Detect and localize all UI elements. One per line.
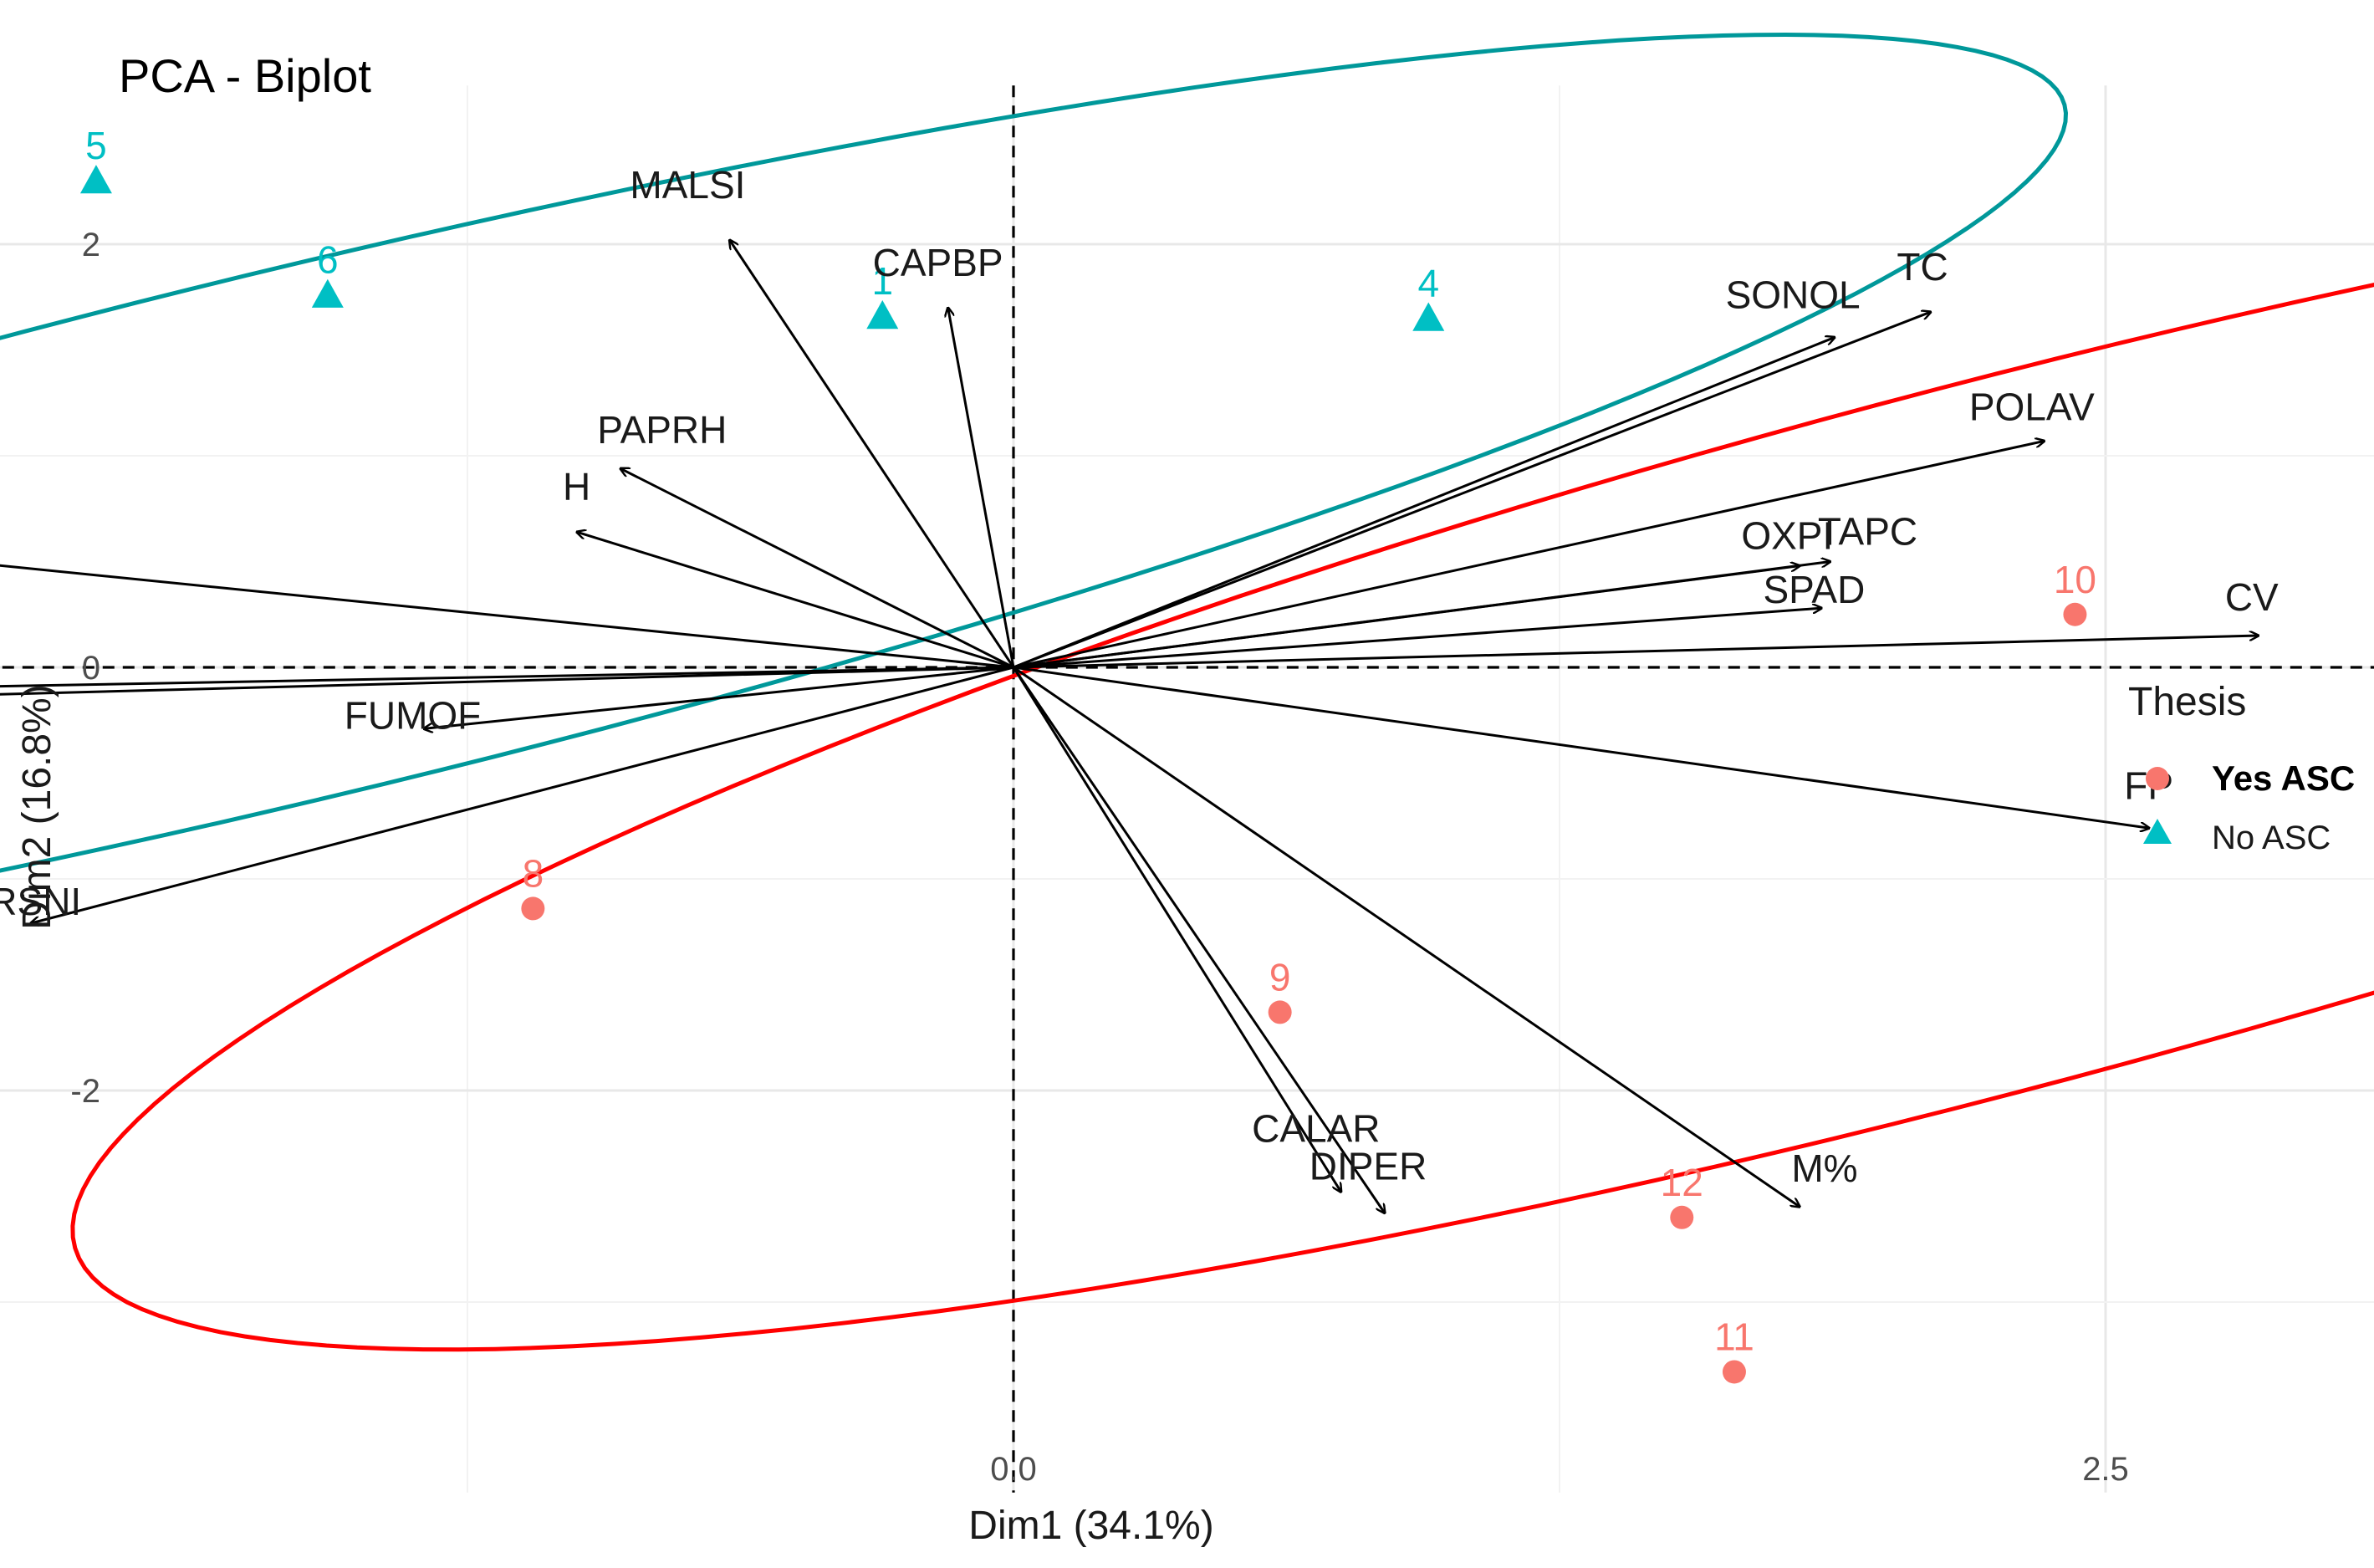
point-label-11: 11 xyxy=(1714,1315,1754,1358)
arrow-brsni xyxy=(31,666,1014,923)
legend-key-no-asc xyxy=(2143,819,2172,844)
y-tick-label: 0 xyxy=(82,650,100,687)
arrow-fumof xyxy=(424,666,1014,728)
var-label-polav: POLAV xyxy=(1969,385,2095,428)
arrow-tc xyxy=(1013,312,1931,669)
y-tick-label: -2 xyxy=(70,1073,100,1110)
reference-lines xyxy=(0,85,2374,1493)
x-axis-title: Dim1 (34.1%) xyxy=(968,1504,1213,1548)
ellipse-no-asc xyxy=(0,32,2069,873)
point-label-12: 12 xyxy=(1661,1161,1703,1204)
point-5 xyxy=(79,165,112,194)
legend-key-yes-asc xyxy=(2146,767,2169,790)
var-label-mpct: M% xyxy=(1791,1147,1857,1190)
ellipse-yes-asc xyxy=(70,283,2374,1352)
arrow-polav xyxy=(1013,441,2045,669)
var-label-brsni: BRSNI xyxy=(0,880,81,923)
axis-ticks: -5.0-2.50.02.55.0-202 xyxy=(70,227,2129,1488)
point-label-6: 6 xyxy=(317,238,339,282)
var-label-sonol: SONOL xyxy=(1726,273,1861,316)
arrow-capbp xyxy=(948,308,1015,668)
y-tick-label: 2 xyxy=(82,227,100,263)
var-label-capbp: CAPBP xyxy=(873,241,1003,284)
var-label-diper: DIPER xyxy=(1310,1145,1427,1188)
var-label-malsi: MALSI xyxy=(630,163,745,207)
chart-title: PCA - Biplot xyxy=(119,49,371,102)
var-label-oxpi: OXPI xyxy=(1741,514,1833,558)
x-tick-label: 2.5 xyxy=(2082,1451,2129,1488)
arrow-diper xyxy=(1012,667,1385,1213)
point-label-8: 8 xyxy=(523,851,544,895)
point-10 xyxy=(2063,602,2087,626)
y-axis-title: Dim2 (16.8%) xyxy=(15,684,59,929)
variable-labels: MALSICAPBPTCSONOLPOLAVPAPRHHURTUROXPITAP… xyxy=(0,163,2279,1190)
confidence-ellipses xyxy=(0,32,2374,1352)
arrow-calar xyxy=(1012,667,1341,1192)
arrow-fp xyxy=(1013,666,2149,828)
arrow-cv xyxy=(1013,636,2259,669)
var-label-cv: CV xyxy=(2225,575,2279,619)
point-1 xyxy=(866,300,899,329)
individual-points: 789101112123456 xyxy=(79,124,2096,1384)
point-12 xyxy=(1670,1205,1694,1229)
var-label-paprh: PAPRH xyxy=(597,408,727,452)
arrow-mpct xyxy=(1013,666,1800,1207)
arrow-h xyxy=(577,532,1014,669)
var-label-fumof: FUMOF xyxy=(345,693,482,737)
point-label-4: 4 xyxy=(1417,262,1439,305)
point-9 xyxy=(1268,1000,1292,1024)
arrow-sonol xyxy=(1013,337,1835,669)
arrow-r xyxy=(0,666,1014,688)
legend-title: Thesis xyxy=(2128,680,2246,724)
var-label-calar: CALAR xyxy=(1252,1106,1380,1150)
arrow-spad xyxy=(1013,608,1821,669)
legend: Thesis Yes ASC No ASC xyxy=(2128,680,2355,856)
point-label-10: 10 xyxy=(2054,558,2096,601)
point-label-9: 9 xyxy=(1269,955,1291,999)
point-11 xyxy=(1722,1360,1746,1384)
point-label-5: 5 xyxy=(85,124,107,167)
arrow-urtur xyxy=(0,564,1014,669)
arrow-malsi xyxy=(729,240,1015,668)
legend-label-yes-asc: Yes ASC xyxy=(2212,758,2355,798)
point-6 xyxy=(311,278,344,308)
point-label-1: 1 xyxy=(871,259,893,303)
point-8 xyxy=(521,896,545,921)
arrow-paprh xyxy=(620,468,1014,669)
variable-arrows xyxy=(0,240,2259,1213)
var-label-tc: TC xyxy=(1897,245,1948,289)
x-tick-label: 0.0 xyxy=(990,1451,1037,1488)
legend-label-no-asc: No ASC xyxy=(2212,820,2331,856)
var-label-h: H xyxy=(563,465,590,508)
arrow-tapc xyxy=(1013,562,1830,669)
var-label-spad: SPAD xyxy=(1763,568,1865,611)
var-label-tapc: TAPC xyxy=(1818,510,1917,554)
point-4 xyxy=(1412,302,1445,331)
arrow-steme xyxy=(0,666,1014,696)
